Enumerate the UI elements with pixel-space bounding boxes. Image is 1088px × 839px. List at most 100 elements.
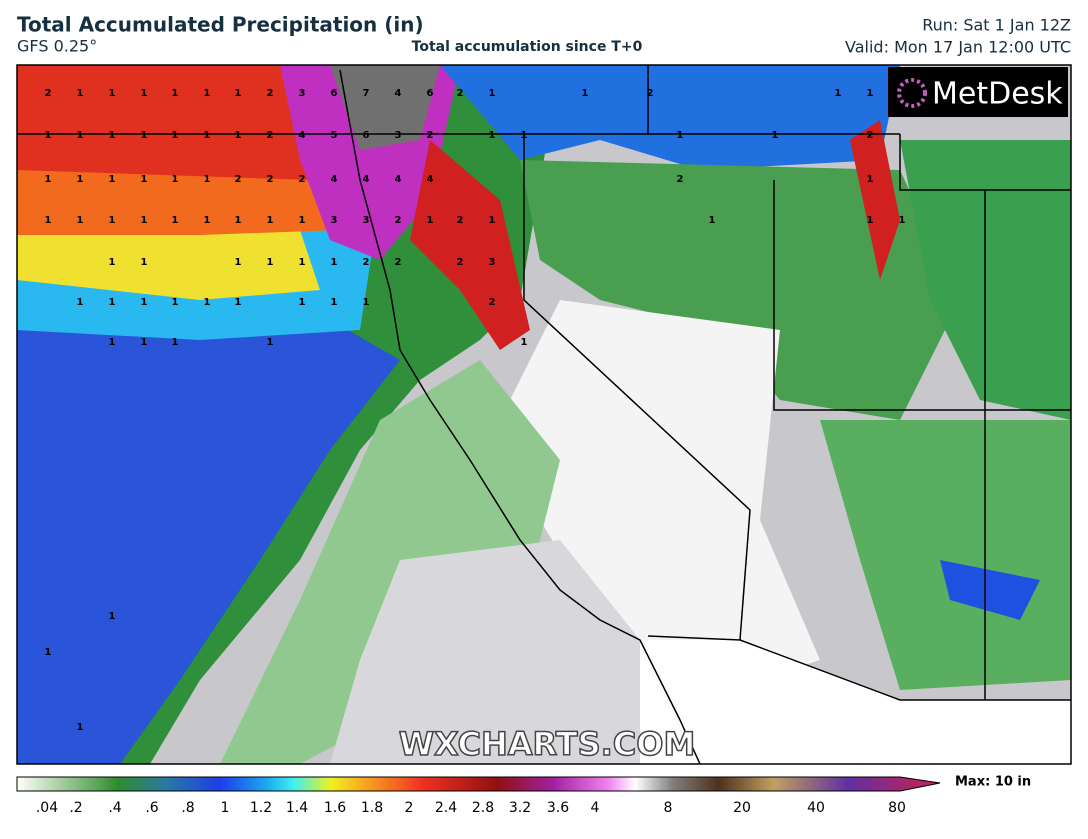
colorbar-label: 1 xyxy=(221,800,230,816)
map-value-label: 2 xyxy=(867,130,874,141)
map-value-label: 2 xyxy=(677,174,684,185)
map-value-label: 1 xyxy=(521,337,528,348)
map-value-label: 1 xyxy=(489,88,496,99)
colorbar-label: 2 xyxy=(405,800,414,816)
map-value-label: 1 xyxy=(772,130,779,141)
map-value-label: 1 xyxy=(521,130,528,141)
map-value-label: 6 xyxy=(427,88,434,99)
colorbar-label: .04 xyxy=(36,800,58,816)
map-value-label: 1 xyxy=(172,130,179,141)
map-value-label: 2 xyxy=(647,88,654,99)
map-value-label: 4 xyxy=(299,130,306,141)
map-value-label: 1 xyxy=(363,297,370,308)
map-value-label: 1 xyxy=(109,257,116,268)
map-value-label: 2 xyxy=(395,257,402,268)
map-value-label: 1 xyxy=(172,174,179,185)
colorbar-label: .8 xyxy=(181,800,194,816)
map-value-label: 1 xyxy=(677,130,684,141)
map-value-label: 1 xyxy=(331,257,338,268)
map-value-label: 1 xyxy=(109,611,116,622)
map-value-label: 1 xyxy=(489,215,496,226)
colorbar-label: .4 xyxy=(108,800,121,816)
map-value-label: 2 xyxy=(45,88,52,99)
map-value-label: 1 xyxy=(77,88,84,99)
map-value-label: 1 xyxy=(45,130,52,141)
map-value-label: 1 xyxy=(141,130,148,141)
map-value-label: 3 xyxy=(299,88,306,99)
map-value-label: 1 xyxy=(172,215,179,226)
map-value-label: 4 xyxy=(331,174,338,185)
map-value-label: 1 xyxy=(204,215,211,226)
map-value-label: 1 xyxy=(141,215,148,226)
map-value-label: 4 xyxy=(395,174,402,185)
map-frame xyxy=(16,64,1072,765)
map-value-label: 1 xyxy=(141,88,148,99)
map-value-label: 2 xyxy=(395,215,402,226)
map-value-label: 1 xyxy=(172,88,179,99)
map-value-label: 1 xyxy=(299,215,306,226)
map-value-label: 1 xyxy=(299,257,306,268)
colorbar-label: 80 xyxy=(888,800,906,816)
map-value-label: 1 xyxy=(582,88,589,99)
map-value-label: 1 xyxy=(235,257,242,268)
colorbar-label: 40 xyxy=(807,800,825,816)
map-value-label: 1 xyxy=(77,215,84,226)
map: 2 1 1 1 1 1 1 2 3 6 7 4 6 2 1 1 1 1 1 1 1 1 2 4 5 6 3 2 1 1 1 1 1 1 1 1 2 2 2 4… xyxy=(17,65,1071,764)
logo-icon xyxy=(897,78,927,108)
map-value-label: 2 xyxy=(267,88,274,99)
map-value-label: 1 xyxy=(141,297,148,308)
run: Run: Sat 1 Jan 12Z xyxy=(922,16,1071,35)
colorbar-label: 1.8 xyxy=(361,800,383,816)
map-value-label: 1 xyxy=(267,215,274,226)
map-value-label: 1 xyxy=(235,130,242,141)
map-value-label: 2 xyxy=(489,297,496,308)
map-value-label: 1 xyxy=(77,174,84,185)
map-value-label: 1 xyxy=(172,297,179,308)
subtitle: Total accumulation since T+0 xyxy=(412,39,643,55)
map-value-label: 1 xyxy=(109,337,116,348)
map-value-label: 2 xyxy=(363,257,370,268)
map-value-label: 1 xyxy=(835,88,842,99)
colorbar-label: 3.2 xyxy=(509,800,531,816)
map-value-label: 1 xyxy=(77,722,84,733)
map-value-label: 3 xyxy=(363,215,370,226)
map-value-label: 4 xyxy=(363,174,370,185)
map-value-label: 7 xyxy=(363,88,370,99)
map-value-label: 1 xyxy=(235,88,242,99)
map-value-label: 1 xyxy=(204,297,211,308)
map-value-label: 3 xyxy=(395,130,402,141)
map-value-label: 4 xyxy=(427,174,434,185)
map-value-label: 1 xyxy=(141,337,148,348)
map-value-label: 1 xyxy=(299,297,306,308)
colorbar-label: 3.6 xyxy=(547,800,569,816)
colorbar-label: 1.6 xyxy=(324,800,346,816)
map-value-label: 1 xyxy=(331,297,338,308)
model: GFS 0.25° xyxy=(17,37,97,56)
map-value-label: 2 xyxy=(299,174,306,185)
map-value-label: 5 xyxy=(331,130,338,141)
map-value-label: 2 xyxy=(457,215,464,226)
map-value-label: 1 xyxy=(267,257,274,268)
valid: Valid: Mon 17 Jan 12:00 UTC xyxy=(845,38,1071,57)
map-value-label: 6 xyxy=(363,130,370,141)
logo: MetDesk xyxy=(932,77,1063,112)
map-value-label: 1 xyxy=(267,337,274,348)
map-value-label: 1 xyxy=(77,297,84,308)
colorbar-label: 1.4 xyxy=(286,800,308,816)
map-value-label: 1 xyxy=(141,257,148,268)
colorbar-label: .2 xyxy=(69,800,82,816)
map-value-label: 1 xyxy=(867,215,874,226)
colorbar-label: 20 xyxy=(733,800,751,816)
logo-box xyxy=(888,67,1068,117)
map-value-label: 1 xyxy=(867,88,874,99)
map-value-label: 1 xyxy=(709,215,716,226)
map-value-label: 1 xyxy=(235,215,242,226)
map-value-label: 4 xyxy=(395,88,402,99)
colorbar-label: 2.8 xyxy=(472,800,494,816)
map-value-label: 1 xyxy=(109,88,116,99)
colorbar-label: .6 xyxy=(145,800,158,816)
map-value-label: 1 xyxy=(45,174,52,185)
map-value-label: 2 xyxy=(457,88,464,99)
map-value-label: 2 xyxy=(267,174,274,185)
